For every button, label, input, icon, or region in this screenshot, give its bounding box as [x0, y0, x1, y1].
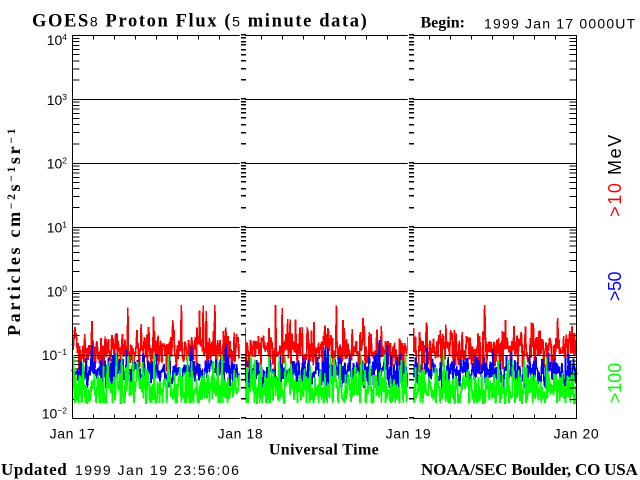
svg-text:Jan 20: Jan 20 [554, 425, 600, 441]
svg-text:103: 103 [47, 92, 68, 108]
svg-text:1999 Jan 17 0000UT: 1999 Jan 17 0000UT [484, 15, 636, 31]
svg-text:101: 101 [47, 219, 68, 235]
svg-text:Jan 18: Jan 18 [218, 425, 264, 441]
svg-text:102: 102 [47, 156, 68, 172]
svg-text:NOAA/SEC Boulder, CO USA: NOAA/SEC Boulder, CO USA [421, 460, 638, 479]
svg-text:Jan 17: Jan 17 [50, 425, 96, 441]
svg-text:100: 100 [47, 283, 68, 299]
svg-text:GOES8 Proton Flux (5 minute da: GOES8 Proton Flux (5 minute data) [32, 11, 368, 31]
svg-text:>100: >100 [605, 363, 625, 404]
svg-text:Begin:: Begin: [421, 15, 465, 32]
svg-text:Updated: Updated [1, 460, 67, 479]
svg-text:104: 104 [47, 32, 68, 48]
svg-text:Particles cm−2s−1sr−1: Particles cm−2s−1sr−1 [4, 126, 24, 336]
svg-text:>10 MeV: >10 MeV [605, 133, 625, 217]
svg-text:Jan 19: Jan 19 [386, 425, 432, 441]
svg-text:1999 Jan 19 23:56:06: 1999 Jan 19 23:56:06 [75, 462, 240, 478]
svg-text:Universal Time: Universal Time [269, 441, 379, 458]
svg-text:>50: >50 [605, 271, 625, 301]
